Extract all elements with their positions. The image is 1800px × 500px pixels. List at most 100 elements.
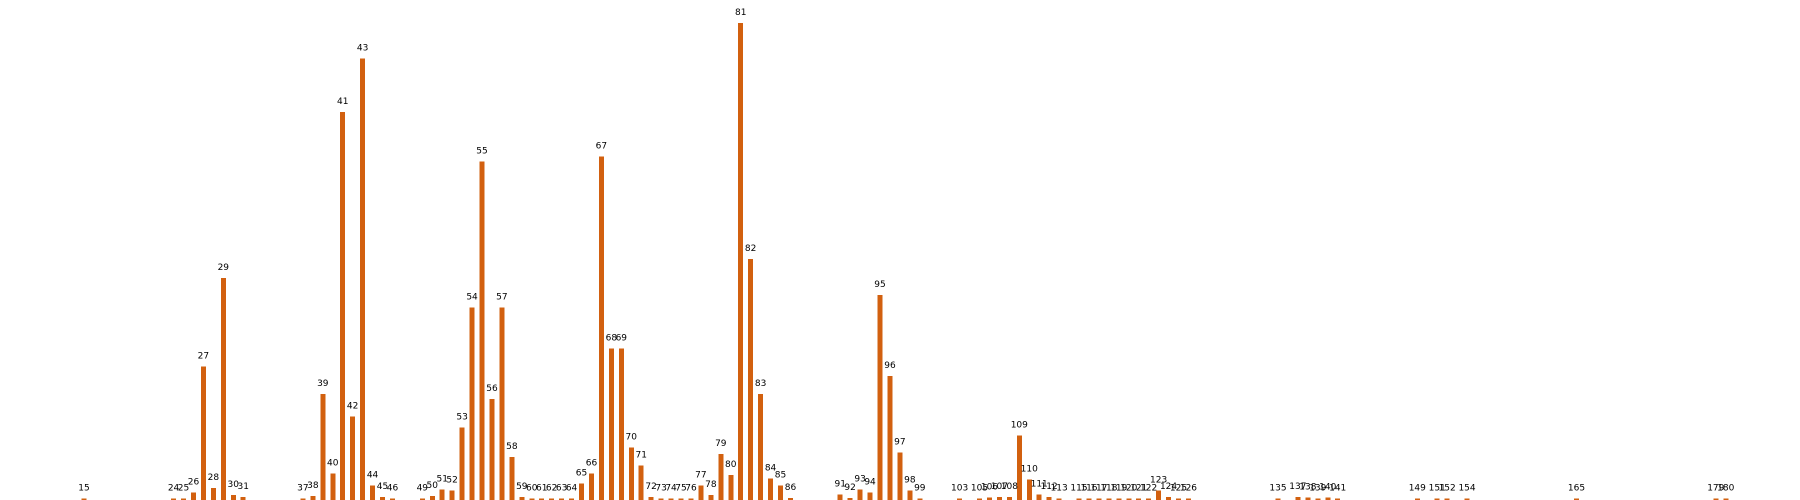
bar-label-73: 73 <box>655 484 666 494</box>
bar-71 <box>638 465 644 500</box>
bar-43 <box>360 58 366 500</box>
bar-label-137: 137 <box>1289 482 1306 492</box>
bar-label-124: 124 <box>1160 482 1177 492</box>
bar-45 <box>380 497 385 500</box>
bar-label-108: 108 <box>1001 482 1018 492</box>
bar-label-120: 120 <box>1120 484 1137 494</box>
bar-105 <box>977 498 982 500</box>
bar-label-71: 71 <box>635 451 646 461</box>
bar-91 <box>837 494 843 500</box>
bar-25 <box>181 498 186 500</box>
bar-50 <box>429 496 435 500</box>
bar-label-69: 69 <box>616 333 628 343</box>
bar-label-149: 149 <box>1409 484 1426 494</box>
bar-label-105: 105 <box>971 484 988 494</box>
bar-110 <box>1026 479 1032 500</box>
bar-label-74: 74 <box>665 484 677 494</box>
bar-81 <box>738 23 744 500</box>
bar-label-141: 141 <box>1329 484 1346 494</box>
bar-70 <box>628 447 634 500</box>
bar-72 <box>648 497 654 500</box>
bar-37 <box>300 498 306 500</box>
bar-label-31: 31 <box>237 482 248 492</box>
bar-label-117: 117 <box>1090 484 1107 494</box>
bar-label-15: 15 <box>78 484 89 494</box>
bar-label-28: 28 <box>208 473 220 483</box>
bar-label-51: 51 <box>436 475 447 485</box>
bar-84 <box>768 478 774 500</box>
bar-label-81: 81 <box>735 8 746 18</box>
bar-label-50: 50 <box>427 481 439 491</box>
bar-52 <box>449 490 455 500</box>
bar-108 <box>1006 497 1012 500</box>
bar-26 <box>190 492 196 500</box>
bar-label-76: 76 <box>685 484 697 494</box>
bar-label-179: 179 <box>1707 484 1724 494</box>
bar-106 <box>986 497 992 500</box>
bar-label-70: 70 <box>626 433 638 443</box>
bar-29 <box>220 278 226 500</box>
bar-152 <box>1444 498 1450 500</box>
bar-73 <box>658 498 664 500</box>
bar-label-72: 72 <box>645 482 656 492</box>
bar-61 <box>539 498 545 500</box>
bar-82 <box>748 259 754 500</box>
bar-label-135: 135 <box>1269 484 1286 494</box>
bar-label-40: 40 <box>327 458 339 468</box>
bar-label-96: 96 <box>884 361 896 371</box>
bar-label-55: 55 <box>476 146 487 156</box>
bar-label-97: 97 <box>894 437 905 447</box>
bar-label-118: 118 <box>1100 484 1117 494</box>
bar-111 <box>1036 494 1042 500</box>
bar-label-98: 98 <box>904 475 916 485</box>
bar-96 <box>887 375 893 500</box>
bar-label-86: 86 <box>785 483 797 493</box>
bar-label-58: 58 <box>506 442 518 452</box>
bar-label-121: 121 <box>1130 484 1147 494</box>
bar-140 <box>1325 497 1331 500</box>
bar-label-43: 43 <box>357 43 368 53</box>
bar-138 <box>1305 497 1311 500</box>
bar-label-95: 95 <box>874 280 885 290</box>
bar-39 <box>320 394 326 500</box>
bar-124 <box>1166 497 1172 500</box>
bar-label-165: 165 <box>1568 484 1585 494</box>
bar-label-52: 52 <box>446 475 457 485</box>
bar-44 <box>370 485 376 500</box>
bar-label-180: 180 <box>1717 484 1734 494</box>
bar-119 <box>1116 498 1122 500</box>
bar-label-112: 112 <box>1041 482 1058 492</box>
bar-label-107: 107 <box>991 482 1008 492</box>
bar-117 <box>1096 498 1102 500</box>
bar-label-122: 122 <box>1140 484 1157 494</box>
bar-120 <box>1126 498 1132 500</box>
bar-label-65: 65 <box>576 468 587 478</box>
bar-label-80: 80 <box>725 460 737 470</box>
bar-label-79: 79 <box>715 439 727 449</box>
bar-109 <box>1016 435 1022 500</box>
bar-label-119: 119 <box>1110 484 1127 494</box>
bar-label-62: 62 <box>546 484 557 494</box>
bar-label-75: 75 <box>675 484 686 494</box>
bar-56 <box>489 398 495 500</box>
bar-label-140: 140 <box>1319 483 1336 493</box>
bar-30 <box>230 495 236 500</box>
bar-107 <box>996 497 1002 500</box>
bar-64 <box>569 498 575 500</box>
bar-97 <box>897 452 903 500</box>
bar-label-57: 57 <box>496 292 507 302</box>
bar-label-63: 63 <box>556 484 567 494</box>
bar-99 <box>917 498 923 500</box>
bar-label-126: 126 <box>1180 484 1197 494</box>
bar-label-67: 67 <box>596 142 607 152</box>
bar-label-49: 49 <box>417 484 429 494</box>
bar-label-60: 60 <box>526 484 538 494</box>
bar-label-26: 26 <box>188 477 200 487</box>
bar-46 <box>389 498 395 500</box>
bar-86 <box>787 498 793 500</box>
bar-75 <box>678 498 684 500</box>
bar-label-110: 110 <box>1021 464 1038 474</box>
bar-154 <box>1464 498 1470 500</box>
bar-41 <box>340 112 346 500</box>
bar-60 <box>529 498 535 500</box>
